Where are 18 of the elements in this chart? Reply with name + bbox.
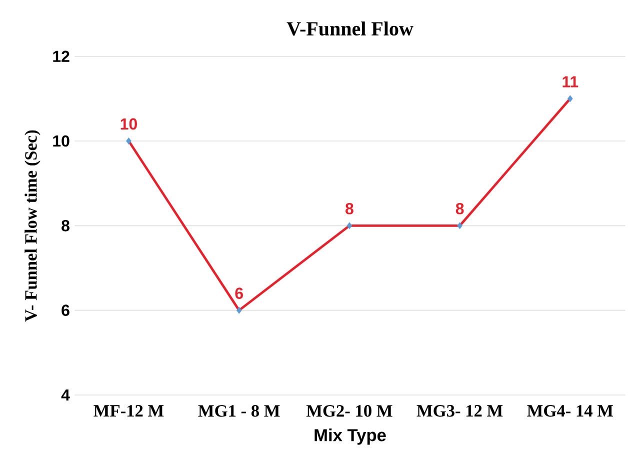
y-axis-title: V- Funnel Flow time (Sec) [24, 130, 40, 322]
y-tick-label: 12 [53, 50, 70, 62]
data-label: 8 [456, 202, 464, 214]
x-tick-label: MG1 - 8 M [198, 405, 280, 417]
x-tick-label: MG4- 14 M [527, 405, 613, 417]
x-tick-label: MG2- 10 M [306, 405, 392, 417]
data-label: 10 [120, 118, 137, 130]
chart-title: V-Funnel Flow [286, 21, 414, 36]
x-tick-label: MF-12 M [94, 405, 164, 417]
data-label: 11 [562, 76, 578, 88]
data-label: 6 [235, 288, 243, 299]
y-tick-label: 4 [61, 390, 70, 401]
y-tick-label: 10 [53, 135, 70, 147]
x-tick-label: MG3- 12 M [416, 405, 503, 417]
x-axis-title: Mix Type [314, 428, 386, 445]
data-label: 8 [346, 202, 354, 214]
y-tick-label: 6 [62, 304, 70, 316]
y-tick-label: 8 [62, 220, 70, 232]
